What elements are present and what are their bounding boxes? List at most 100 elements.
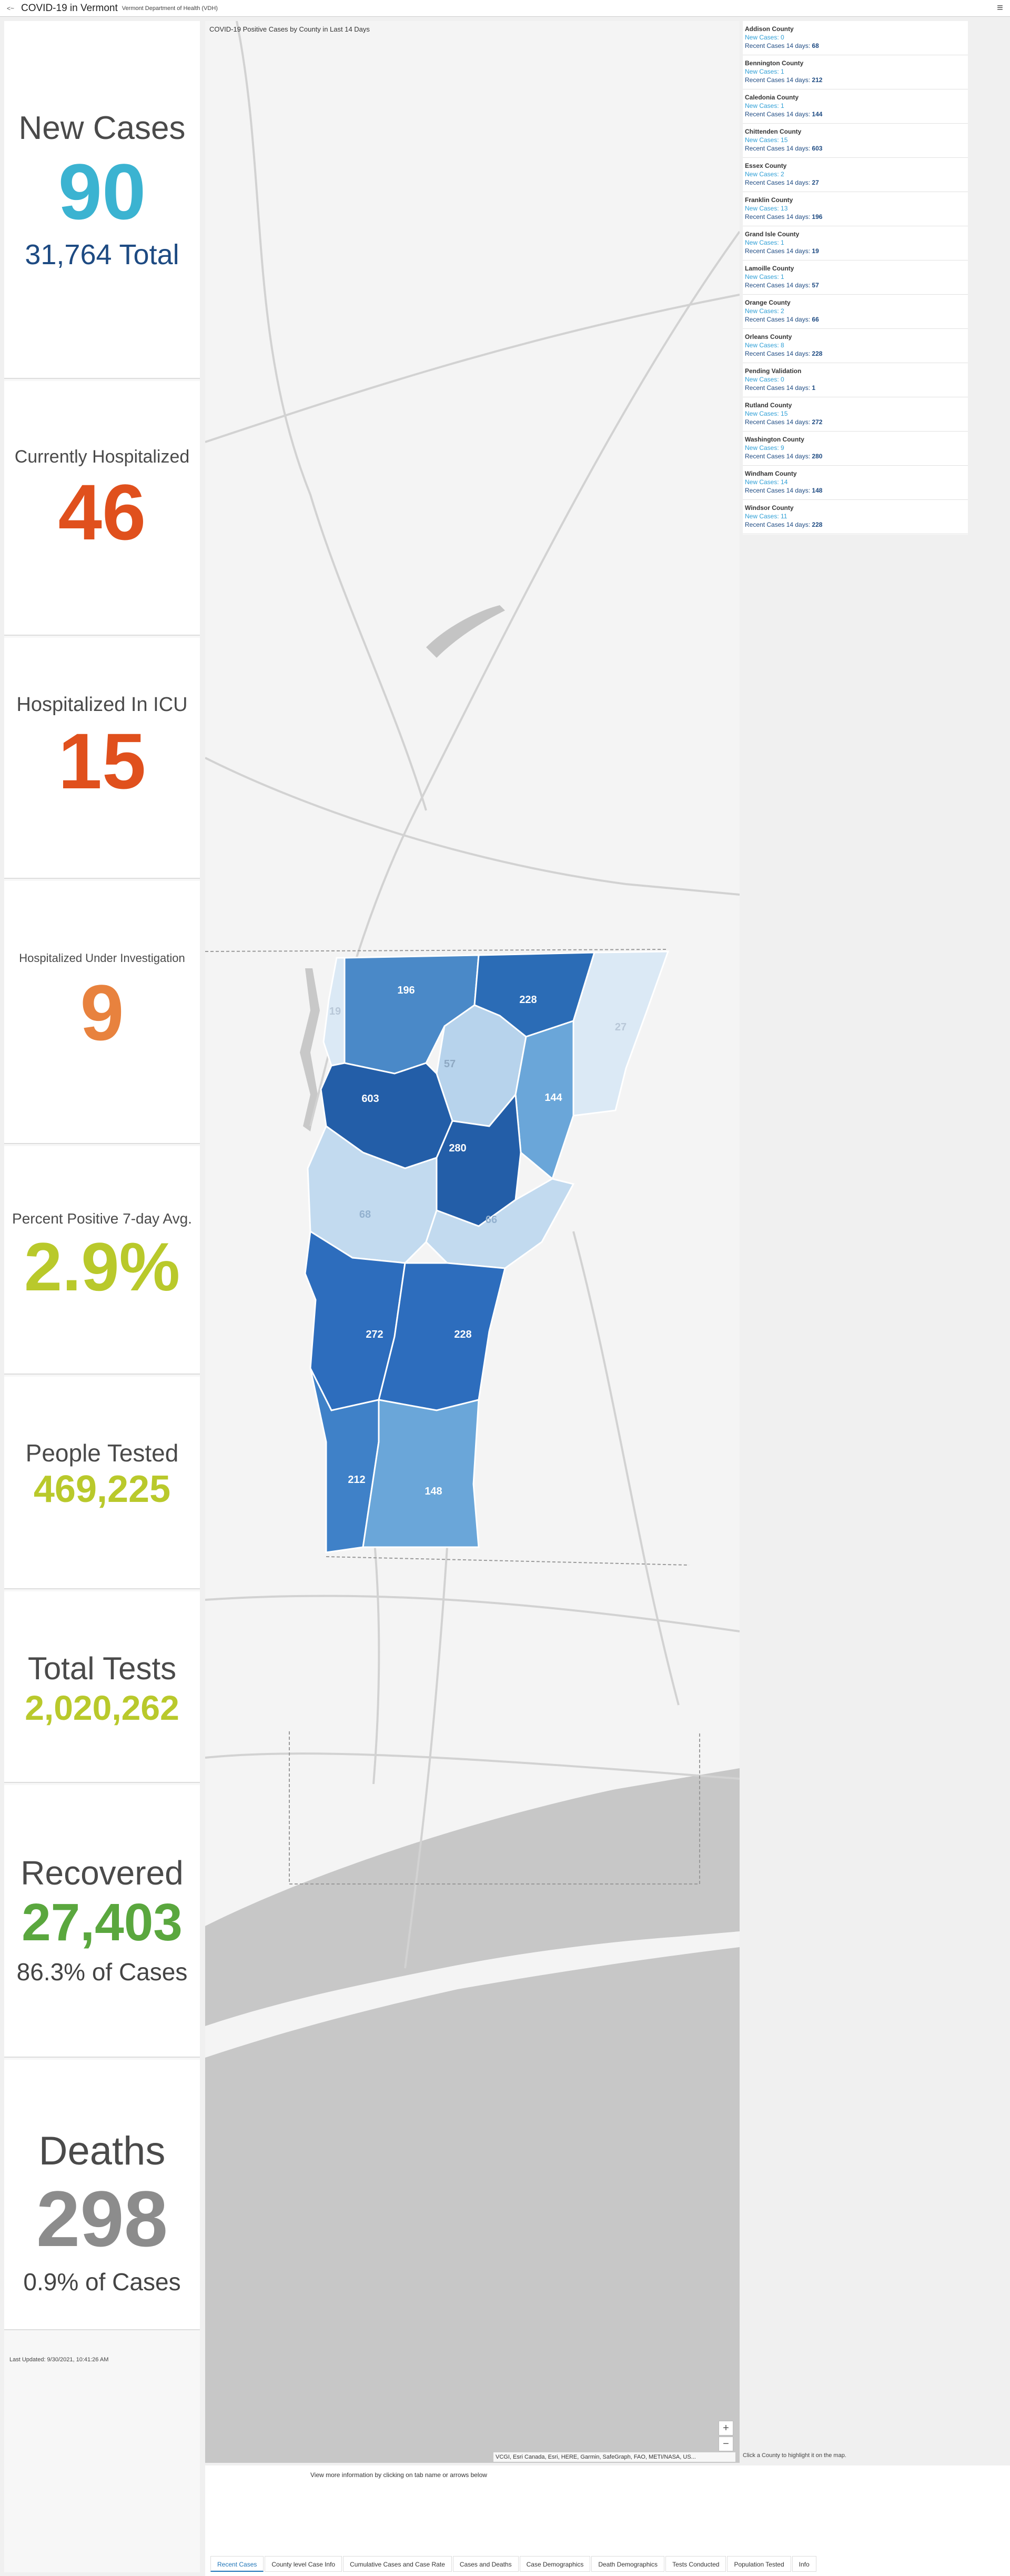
under-investigation-value: 9: [80, 968, 124, 1057]
county-recent-cases: Recent Cases 14 days: 144: [745, 111, 823, 118]
new-cases-card: New Cases 90 31,764 Total: [4, 21, 200, 379]
zoom-out-button[interactable]: −: [719, 2437, 733, 2451]
map-attribution[interactable]: VCGI, Esri Canada, Esri, HERE, Garmin, S…: [493, 2452, 735, 2462]
tab-tests-conducted[interactable]: Tests Conducted: [665, 2556, 726, 2572]
county-list-item[interactable]: Franklin County New Cases: 13 Recent Cases…: [743, 192, 968, 226]
county-new-cases: New Cases: 11: [745, 513, 787, 520]
county-recent-cases: Recent Cases 14 days: 212: [745, 76, 823, 84]
new-cases-value: 90: [58, 147, 146, 236]
ocean-area: [205, 1768, 740, 2463]
total-tests-card: Total Tests 2,020,262: [4, 1591, 200, 1783]
label-rutland: 272: [366, 1329, 383, 1340]
county-recent-cases: Recent Cases 14 days: 57: [745, 282, 819, 289]
county-name: Grand Isle County: [745, 230, 800, 238]
app-subtitle: Vermont Department of Health (VDH): [122, 5, 218, 12]
lake-champlain: [300, 968, 320, 1131]
long-island: [205, 1931, 740, 2058]
county-list-item[interactable]: Orleans County New Cases: 8 Recent Cases 1…: [743, 329, 968, 363]
recovered-card: Recovered 27,403 86.3% of Cases: [4, 1785, 200, 2058]
tab-cumulative-cases-and-case-rate[interactable]: Cumulative Cases and Case Rate: [343, 2556, 452, 2572]
county-list-item[interactable]: Lamoille County New Cases: 1 Recent Cases …: [743, 260, 968, 295]
county-new-cases: New Cases: 15: [745, 410, 788, 417]
percent-positive-value: 2.9%: [24, 1228, 180, 1305]
map-panel[interactable]: COVID-19 Positive Cases by County in Las…: [205, 21, 740, 2463]
deaths-percent: 0.9% of Cases: [23, 2268, 181, 2296]
county-new-cases: New Cases: 13: [745, 205, 788, 212]
county-list-item[interactable]: Pending Validation New Cases: 0 Recent Cas…: [743, 363, 968, 397]
deaths-value: 298: [36, 2174, 168, 2263]
tab-info[interactable]: Info: [792, 2556, 816, 2572]
tab-death-demographics[interactable]: Death Demographics: [591, 2556, 665, 2572]
state-borders: [205, 949, 700, 1885]
county-new-cases: New Cases: 1: [745, 102, 784, 109]
county-recent-cases: Recent Cases 14 days: 27: [745, 179, 819, 186]
county-list-item[interactable]: Grand Isle County New Cases: 1 Recent Case…: [743, 226, 968, 260]
tab-cases-and-deaths[interactable]: Cases and Deaths: [452, 2556, 519, 2572]
county-new-cases: New Cases: 8: [745, 342, 784, 349]
county-list-item[interactable]: Essex County New Cases: 2 Recent Cases 14 …: [743, 158, 968, 192]
county-recent-cases: Recent Cases 14 days: 68: [745, 42, 819, 49]
app-title: COVID-19 in Vermont: [21, 2, 118, 14]
zoom-in-button[interactable]: +: [719, 2421, 733, 2435]
deaths-card: Deaths 298 0.9% of Cases: [4, 2060, 200, 2330]
county-list-item[interactable]: Orange County New Cases: 2 Recent Cases 14…: [743, 295, 968, 329]
county-name: Caledonia County: [745, 94, 799, 101]
app-header: <~ COVID-19 in Vermont Vermont Departmen…: [0, 0, 1010, 17]
label-franklin: 196: [397, 985, 415, 996]
county-list-item[interactable]: Rutland County New Cases: 15 Recent Cases …: [743, 397, 968, 432]
people-tested-card: People Tested 469,225: [4, 1377, 200, 1589]
county-map[interactable]: 19 196 228 27 57 603 144 280 68 66 272 2…: [205, 21, 740, 2463]
county-list-item[interactable]: Addison County New Cases: 0 Recent Cases 1…: [743, 21, 968, 55]
county-new-cases: New Cases: 0: [745, 376, 784, 383]
recovered-percent: 86.3% of Cases: [16, 1958, 188, 1986]
county-name: Orleans County: [745, 333, 792, 340]
county-recent-cases: Recent Cases 14 days: 66: [745, 316, 819, 323]
bottom-info-text: View more information by clicking on tab…: [310, 2471, 487, 2479]
label-bennington: 212: [348, 1474, 365, 1486]
county-recent-cases: Recent Cases 14 days: 272: [745, 418, 823, 426]
people-tested-value: 469,225: [33, 1468, 171, 1510]
label-orleans: 228: [519, 994, 537, 1006]
last-updated: Last Updated: 9/30/2021, 10:41:26 AM: [9, 2357, 109, 2363]
vdh-logo-icon: <~: [6, 4, 14, 12]
label-essex: 27: [615, 1021, 627, 1033]
county-list-item[interactable]: Washington County New Cases: 9 Recent Case…: [743, 432, 968, 466]
hamburger-icon[interactable]: ≡: [997, 2, 1003, 14]
tab-case-demographics[interactable]: Case Demographics: [519, 2556, 591, 2572]
county-name: Essex County: [745, 162, 787, 169]
tab-county-level-case-info[interactable]: County level Case Info: [265, 2556, 342, 2572]
county-windham[interactable]: [362, 1399, 480, 1548]
county-orange[interactable]: [425, 1178, 575, 1269]
icu-value: 15: [58, 717, 146, 805]
label-lamoille: 57: [444, 1058, 456, 1070]
label-orange: 66: [486, 1214, 497, 1226]
hospitalized-label: Currently Hospitalized: [14, 447, 190, 467]
county-list: Addison County New Cases: 0 Recent Cases 1…: [743, 21, 968, 535]
under-investigation-label: Hospitalized Under Investigation: [19, 951, 185, 965]
county-recent-cases: Recent Cases 14 days: 19: [745, 247, 819, 255]
county-new-cases: New Cases: 0: [745, 34, 784, 41]
county-list-item[interactable]: Windsor County New Cases: 11 Recent Cases …: [743, 500, 968, 534]
label-washington: 280: [449, 1142, 466, 1154]
county-name: Chittenden County: [745, 128, 802, 135]
map-hint: Click a County to highlight it on the ma…: [743, 2452, 846, 2459]
county-name: Lamoille County: [745, 265, 794, 272]
county-list-item[interactable]: Bennington County New Cases: 1 Recent Case…: [743, 55, 968, 89]
people-tested-label: People Tested: [25, 1439, 179, 1467]
county-list-item[interactable]: Caledonia County New Cases: 1 Recent Cases…: [743, 89, 968, 124]
tab-population-tested[interactable]: Population Tested: [727, 2556, 791, 2572]
label-windsor: 228: [454, 1329, 471, 1340]
county-new-cases: New Cases: 2: [745, 171, 784, 178]
total-cases-value: 31,764 Total: [25, 239, 179, 270]
hospitalized-card: Currently Hospitalized 46: [4, 381, 200, 636]
under-investigation-card: Hospitalized Under Investigation 9: [4, 881, 200, 1144]
county-new-cases: New Cases: 1: [745, 68, 784, 75]
recovered-value: 27,403: [22, 1893, 183, 1952]
tab-recent-cases[interactable]: Recent Cases: [210, 2556, 264, 2572]
lake-champlain-north: [426, 605, 505, 658]
recovered-label: Recovered: [21, 1854, 184, 1892]
county-list-item[interactable]: Chittenden County New Cases: 15 Recent Cas…: [743, 124, 968, 158]
total-tests-label: Total Tests: [27, 1651, 177, 1686]
county-list-item[interactable]: Windham County New Cases: 14 Recent Cases …: [743, 466, 968, 500]
icu-card: Hospitalized In ICU 15: [4, 638, 200, 879]
